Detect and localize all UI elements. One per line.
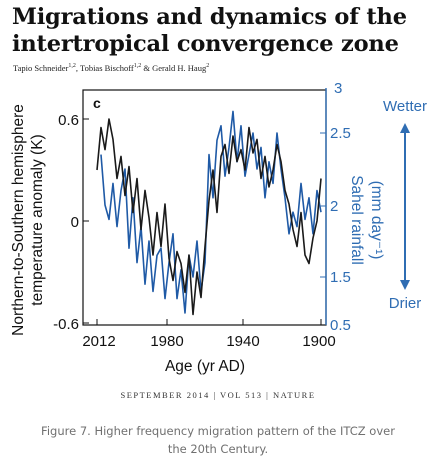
right-tick-label: 1.5: [330, 269, 351, 286]
paper-title: Migrations and dynamics of the intertrop…: [12, 4, 432, 58]
temperature-anomaly-series: [96, 118, 322, 316]
left-tick-label: 0.6: [58, 112, 79, 129]
left-tick-label: -0.6: [53, 316, 79, 333]
author-affiliation: 1,2: [68, 63, 76, 70]
x-tick-label: 1980: [150, 333, 183, 350]
x-tick-label: 1940: [226, 333, 259, 350]
figure-caption: Figure 7. Higher frequency migration pat…: [41, 424, 395, 456]
right-tick-label: 2: [330, 198, 338, 215]
x-tick-label: 2012: [82, 333, 115, 350]
author-name: Gerald H. Haug: [152, 63, 207, 73]
author-list: Tapio Schneider1,2, Tobias Bischoff1,2 &…: [13, 63, 209, 73]
author-separator: ,: [75, 63, 80, 73]
right-ticks: 3 2.5 2 1.5 0.5: [320, 80, 351, 334]
title-line-2: intertropical convergence zone: [12, 31, 399, 57]
x-tick-label: 1900: [302, 333, 335, 350]
left-tick-label: 0: [71, 214, 79, 231]
right-tick-label: 3: [334, 80, 342, 97]
right-axis-title: (mm day⁻¹): [368, 181, 385, 260]
x-axis-title: Age (yr AD): [165, 358, 245, 375]
author-affiliation: 1,2: [133, 63, 142, 70]
x-ticks: 2012 1980 1940 1900: [82, 319, 336, 350]
right-tick-label: 2.5: [330, 125, 351, 142]
author-affiliation: 2: [206, 63, 210, 70]
annotation-drier: Drier: [389, 295, 422, 312]
left-ticks: 0.6 0 -0.6: [53, 112, 89, 333]
annotation-wetter: Wetter: [383, 98, 427, 115]
author-name: Tobias Bischoff: [79, 63, 134, 73]
right-tick-label: 0.5: [330, 317, 351, 334]
itcz-chart: Northern-to-Southern hemisphere temperat…: [10, 80, 427, 375]
panel-label: c: [93, 95, 101, 111]
title-line-1: Migrations and dynamics of the: [12, 4, 407, 30]
journal-citation: SEPTEMBER 2014 | VOL 513 | NATURE: [120, 390, 316, 400]
left-axis-title: temperature anomaly (K): [29, 134, 46, 305]
author-and: &: [141, 63, 153, 73]
author-name: Tapio Schneider: [13, 63, 69, 73]
series-layer: [96, 110, 322, 316]
left-axis-title: Northern-to-Southern hemisphere: [10, 104, 27, 336]
right-axis-title: Sahel rainfall: [348, 175, 365, 265]
sahel-rainfall-series: [100, 110, 322, 314]
